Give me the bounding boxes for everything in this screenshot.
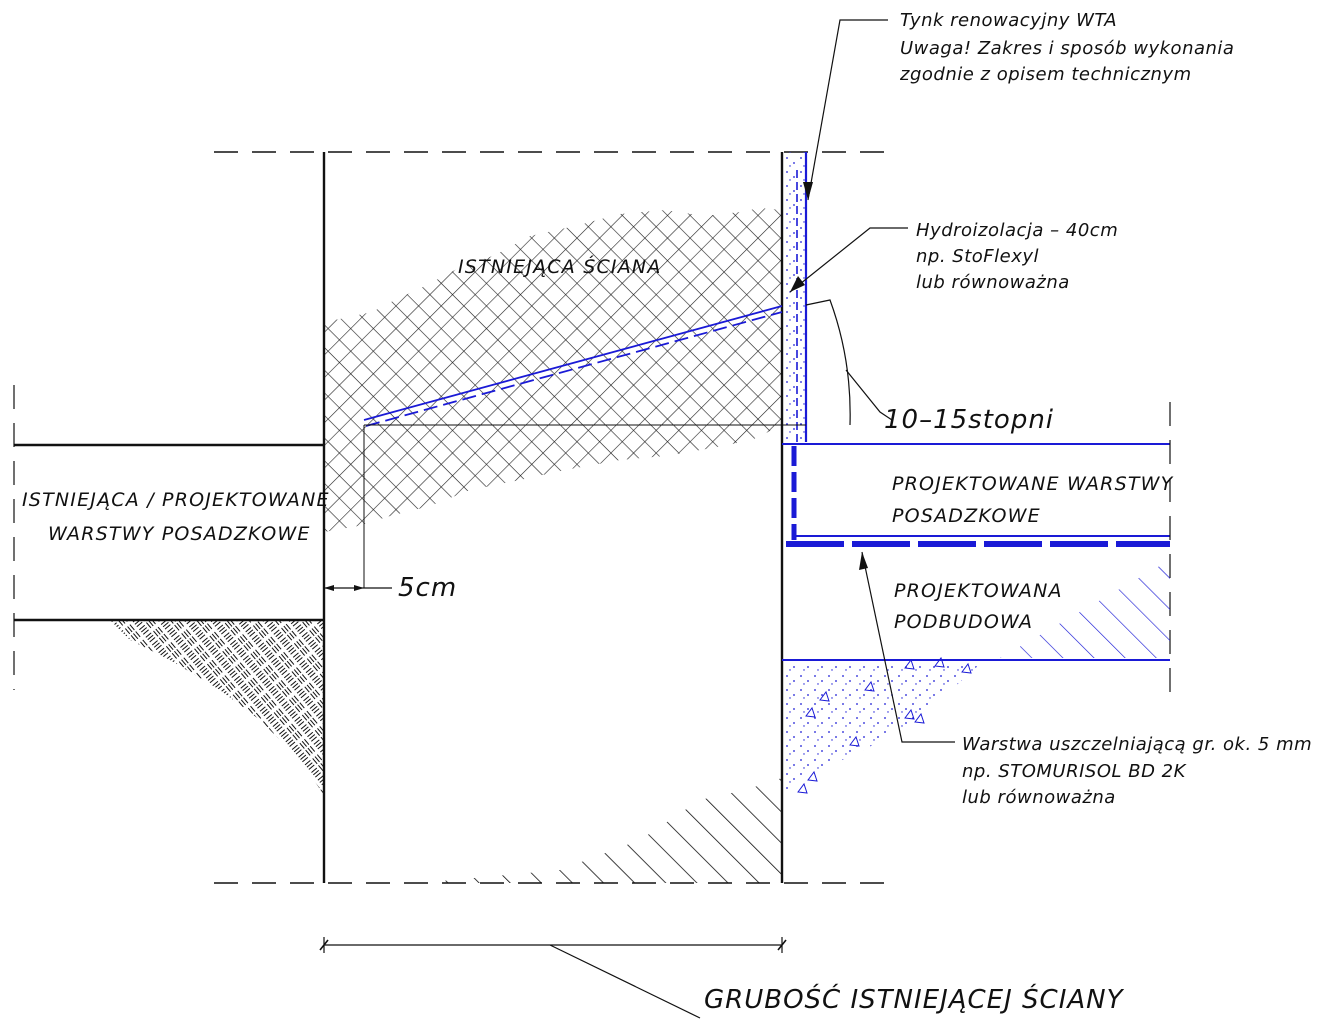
sealing-leader-arrow bbox=[859, 552, 868, 570]
subbase-label-1: PROJEKTOWANA bbox=[894, 580, 1063, 602]
injection-line-dashed bbox=[365, 311, 783, 427]
waterproofing-callout-1: Hydroizolacja – 40cm bbox=[916, 220, 1118, 241]
aggregate-triangles bbox=[797, 656, 972, 794]
wall-base-hatch bbox=[420, 778, 782, 883]
angle-arc bbox=[805, 299, 851, 426]
left-floor-label-1: ISTNIEJĄCA / PROJEKTOWANE bbox=[22, 489, 330, 511]
left-floor-label-2: WARSTWY POSADZKOWE bbox=[48, 523, 311, 545]
plaster-callout-2: Uwaga! Zakres i sposób wykonania bbox=[900, 38, 1234, 59]
waterproofing-callout-2: np. StoFlexyl bbox=[916, 246, 1039, 267]
new-floor-label-1: PROJEKTOWANE WARSTWY bbox=[892, 473, 1174, 495]
offset-dimension-label: 5cm bbox=[398, 573, 457, 603]
plaster-callout-3: zgodnie z opisem technicznym bbox=[899, 64, 1192, 85]
plaster-leader bbox=[807, 19, 888, 201]
angle-leader bbox=[845, 369, 893, 421]
renovation-plaster-strip bbox=[784, 152, 806, 442]
existing-wall-hatch bbox=[324, 208, 782, 532]
left-ground-hatch bbox=[110, 620, 324, 795]
existing-wall-label: ISTNIEJĄCA ŚCIANA bbox=[458, 254, 662, 278]
waterproofing-leader-arrow bbox=[790, 276, 805, 292]
concrete-speckle bbox=[786, 664, 980, 790]
wall-thickness-label: GRUBOŚĆ ISTNIEJĄCEJ ŚCIANY bbox=[704, 983, 1125, 1015]
plaster-callout-1: Tynk renowacyjny WTA bbox=[900, 10, 1117, 31]
subbase-label-2: PODBUDOWA bbox=[894, 611, 1033, 633]
angle-dimension-label: 10–15stopni bbox=[884, 405, 1054, 435]
sealing-callout-3: lub równoważna bbox=[962, 787, 1116, 808]
waterproofing-callout-3: lub równoważna bbox=[916, 272, 1070, 293]
sealing-callout-1: Warstwa uszczelniającą gr. ok. 5 mm bbox=[962, 734, 1312, 755]
thickness-leader bbox=[549, 944, 701, 1019]
sealing-callout-2: np. STOMURISOL BD 2K bbox=[962, 761, 1187, 782]
waterproofing-leader bbox=[789, 227, 908, 293]
injection-line bbox=[363, 305, 783, 421]
new-floor-label-2: POSADZKOWE bbox=[892, 505, 1041, 527]
subbase-blue-hatch bbox=[1000, 560, 1170, 658]
plaster-leader-arrow bbox=[803, 182, 813, 200]
sealing-leader bbox=[861, 551, 955, 743]
offset-arrows bbox=[324, 585, 364, 591]
